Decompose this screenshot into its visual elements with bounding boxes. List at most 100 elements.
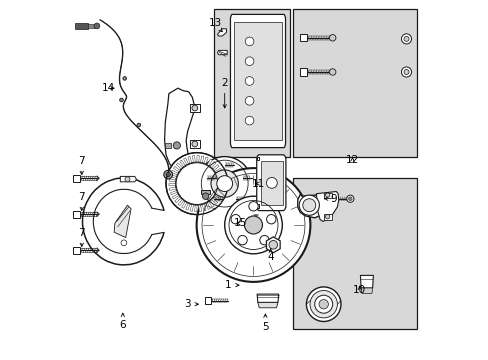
Polygon shape: [169, 175, 176, 178]
Polygon shape: [218, 177, 224, 180]
Circle shape: [211, 170, 238, 197]
Circle shape: [401, 67, 411, 77]
Circle shape: [244, 77, 253, 85]
Circle shape: [173, 142, 180, 149]
Polygon shape: [75, 23, 88, 29]
Circle shape: [329, 35, 335, 41]
Polygon shape: [297, 194, 332, 218]
Circle shape: [244, 57, 253, 66]
Text: 7: 7: [78, 156, 85, 175]
Bar: [234, 22, 282, 140]
Polygon shape: [300, 34, 306, 41]
Polygon shape: [197, 156, 199, 162]
Bar: [292, 9, 416, 157]
Text: 7: 7: [78, 192, 85, 211]
Circle shape: [248, 202, 258, 211]
Polygon shape: [316, 192, 338, 221]
Circle shape: [196, 168, 310, 282]
Polygon shape: [360, 275, 373, 288]
Circle shape: [122, 77, 126, 80]
Circle shape: [325, 193, 329, 197]
Polygon shape: [198, 205, 201, 212]
Text: 7: 7: [78, 228, 85, 247]
Polygon shape: [257, 302, 277, 308]
Polygon shape: [266, 237, 280, 253]
Circle shape: [348, 197, 351, 201]
Polygon shape: [171, 170, 178, 175]
Polygon shape: [212, 165, 219, 170]
Polygon shape: [205, 203, 210, 209]
Circle shape: [163, 170, 172, 179]
Polygon shape: [114, 205, 131, 238]
Circle shape: [120, 98, 123, 102]
Polygon shape: [183, 158, 188, 165]
Circle shape: [121, 240, 126, 246]
Circle shape: [318, 300, 328, 309]
Circle shape: [346, 195, 353, 202]
Polygon shape: [175, 197, 181, 203]
Circle shape: [125, 177, 130, 182]
Text: 1: 1: [224, 280, 239, 290]
Polygon shape: [208, 201, 214, 207]
Polygon shape: [73, 247, 80, 254]
Circle shape: [403, 69, 408, 75]
Bar: [213, 9, 289, 157]
Polygon shape: [192, 156, 195, 162]
Polygon shape: [73, 211, 80, 218]
Circle shape: [244, 116, 253, 125]
Circle shape: [266, 215, 275, 224]
Polygon shape: [323, 193, 331, 198]
Polygon shape: [194, 205, 197, 212]
Circle shape: [329, 69, 335, 75]
Text: 12: 12: [345, 155, 358, 165]
Text: 2: 2: [221, 78, 227, 108]
Circle shape: [216, 176, 232, 192]
Polygon shape: [202, 204, 205, 211]
Polygon shape: [256, 157, 258, 160]
Polygon shape: [217, 50, 227, 55]
Circle shape: [266, 177, 277, 188]
Circle shape: [259, 235, 268, 245]
Polygon shape: [211, 198, 217, 204]
Circle shape: [166, 153, 227, 215]
Polygon shape: [164, 143, 170, 148]
Polygon shape: [170, 190, 177, 195]
Bar: [189, 140, 200, 148]
Polygon shape: [201, 190, 209, 194]
Polygon shape: [73, 175, 80, 182]
Polygon shape: [204, 297, 210, 304]
Circle shape: [244, 37, 253, 46]
Polygon shape: [300, 68, 306, 76]
Circle shape: [230, 215, 240, 224]
Polygon shape: [214, 195, 220, 201]
Circle shape: [237, 235, 246, 245]
Circle shape: [197, 157, 251, 211]
Text: 3: 3: [184, 299, 198, 309]
Circle shape: [224, 196, 282, 254]
Circle shape: [202, 193, 208, 199]
Text: 14: 14: [102, 83, 115, 93]
Polygon shape: [173, 166, 180, 172]
Polygon shape: [88, 24, 95, 28]
Circle shape: [302, 199, 315, 212]
Text: 6: 6: [119, 313, 126, 330]
Text: 9: 9: [324, 194, 336, 204]
Polygon shape: [256, 155, 285, 211]
Polygon shape: [217, 189, 224, 193]
Polygon shape: [323, 214, 331, 220]
Circle shape: [309, 291, 337, 318]
Bar: [261, 161, 282, 205]
Bar: [189, 104, 200, 112]
Polygon shape: [257, 294, 278, 302]
Circle shape: [166, 172, 170, 177]
Circle shape: [244, 216, 262, 234]
Polygon shape: [210, 161, 216, 168]
Polygon shape: [200, 156, 203, 163]
Polygon shape: [181, 202, 186, 208]
Polygon shape: [207, 159, 212, 166]
Polygon shape: [178, 199, 183, 206]
Circle shape: [401, 34, 411, 44]
Polygon shape: [168, 184, 175, 186]
Circle shape: [137, 123, 141, 127]
Polygon shape: [216, 172, 223, 177]
